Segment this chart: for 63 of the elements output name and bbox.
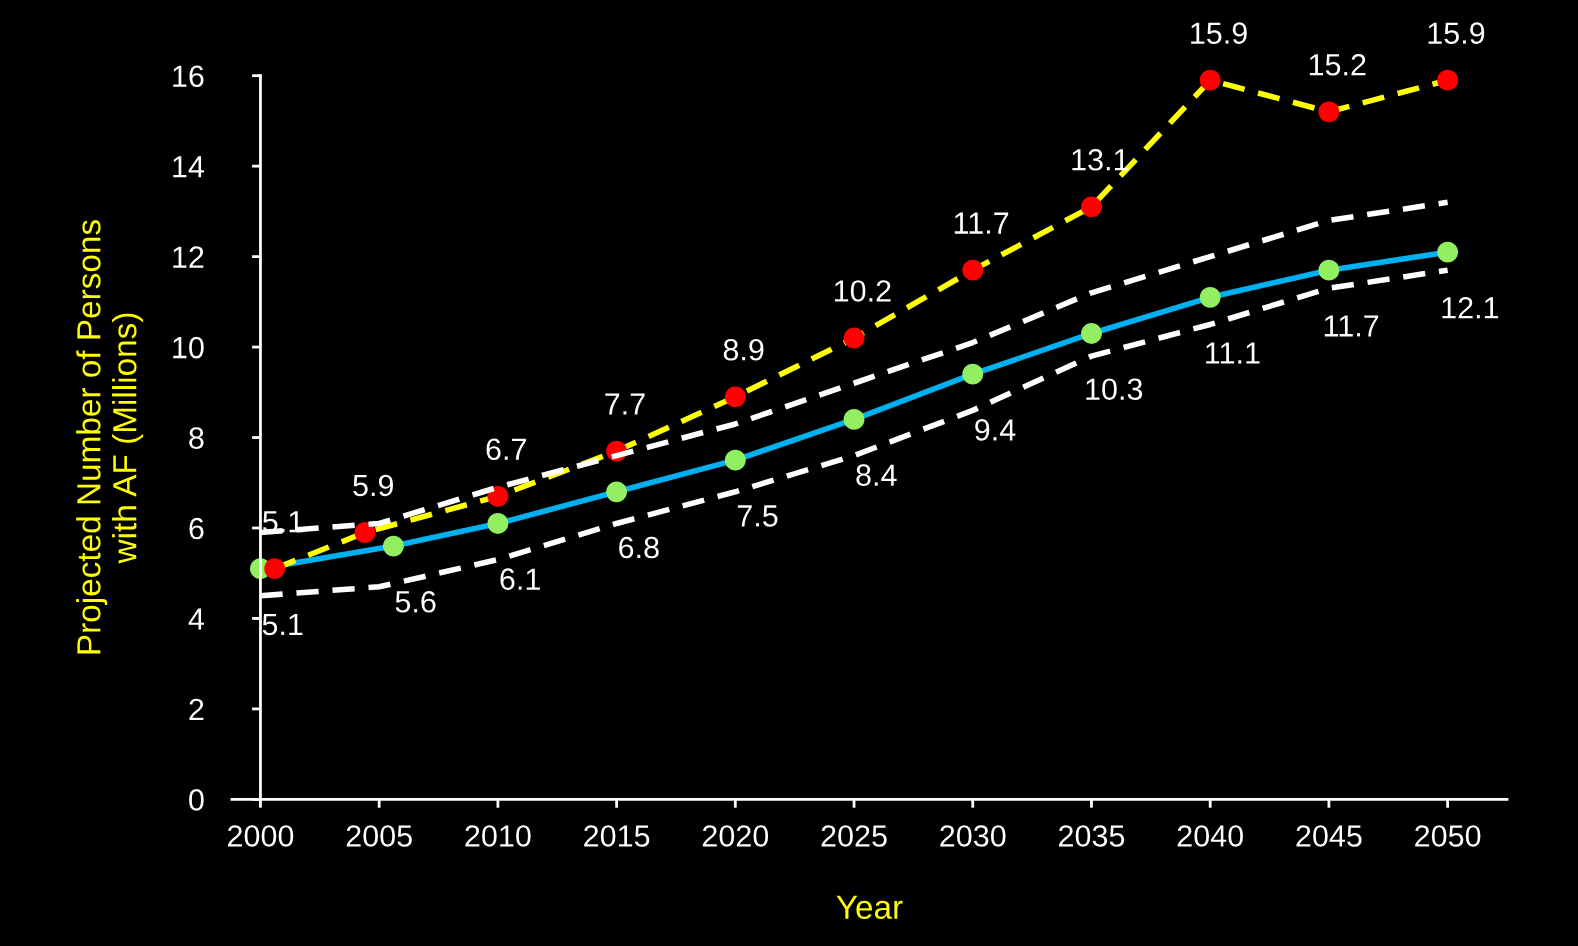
x-tick-label: 2005	[346, 825, 412, 847]
data-label: 7.7	[605, 393, 645, 415]
data-label: 11.7	[1324, 315, 1379, 337]
point	[1318, 101, 1340, 123]
point	[1081, 323, 1102, 344]
y-tick-label: 2	[189, 698, 204, 720]
x-tick-label: 2000	[228, 825, 294, 847]
data-label: 10.2	[834, 280, 891, 302]
data-label: 8.9	[723, 338, 764, 361]
data-label: 15.9	[1191, 22, 1247, 44]
data-label: 7.5	[737, 505, 778, 527]
x-tick-label: 2035	[1059, 825, 1125, 847]
point	[1437, 69, 1459, 91]
x-tick-label: 2010	[465, 825, 531, 847]
y-tick-label: 0	[189, 789, 204, 811]
y-tick-label: 6	[189, 517, 204, 540]
x-tick-label: 2020	[702, 825, 769, 847]
data-label: 5.9	[353, 474, 394, 497]
data-label: 5.1	[262, 613, 303, 636]
data-label: 10.3	[1086, 378, 1143, 401]
x-tick-label: 2045	[1296, 825, 1362, 847]
y-tick-label: 12	[173, 246, 204, 268]
point	[354, 522, 376, 543]
y-tick-label: 8	[189, 427, 204, 449]
y-tick-label: 16	[173, 65, 204, 88]
y-tick-label: 10	[173, 336, 204, 359]
data-label: 6.7	[486, 438, 526, 461]
data-label: 11.1	[1206, 342, 1260, 364]
point	[1199, 286, 1221, 308]
x-axis-title: Year	[836, 895, 903, 919]
x-tick-label: 2025	[821, 825, 887, 847]
point	[383, 535, 404, 557]
x-tick-label: 2030	[940, 825, 1006, 847]
point	[1199, 69, 1221, 91]
point	[843, 327, 865, 349]
data-label: 9.4	[975, 419, 1016, 441]
data-label: 15.2	[1309, 53, 1366, 76]
data-label: 12.1	[1442, 296, 1499, 319]
data-label: 6.8	[619, 536, 659, 559]
y-tick-label: 4	[188, 608, 205, 630]
data-label: 13.1	[1072, 148, 1129, 171]
point	[724, 386, 746, 408]
data-label: 11.7	[954, 212, 1009, 234]
point	[962, 363, 984, 385]
point	[487, 513, 509, 534]
x-tick-label: 2015	[584, 825, 650, 847]
data-label: 8.4	[856, 464, 897, 486]
data-label: 15.9	[1428, 22, 1485, 44]
point	[1437, 241, 1459, 263]
point	[264, 558, 286, 580]
y-tick-label: 14	[173, 156, 205, 178]
point	[1081, 196, 1102, 218]
data-label: 5.6	[395, 590, 436, 613]
point	[487, 485, 509, 507]
point	[962, 259, 984, 281]
point	[1318, 259, 1340, 281]
x-tick-label: 2050	[1415, 825, 1481, 847]
point	[843, 409, 865, 430]
point	[724, 449, 746, 471]
data-label: 6.1	[500, 568, 540, 590]
x-tick-label: 2040	[1177, 825, 1243, 847]
point	[606, 481, 628, 503]
y-axis-title: Projected Number of Persons with AF (Millions)	[76, 220, 144, 654]
